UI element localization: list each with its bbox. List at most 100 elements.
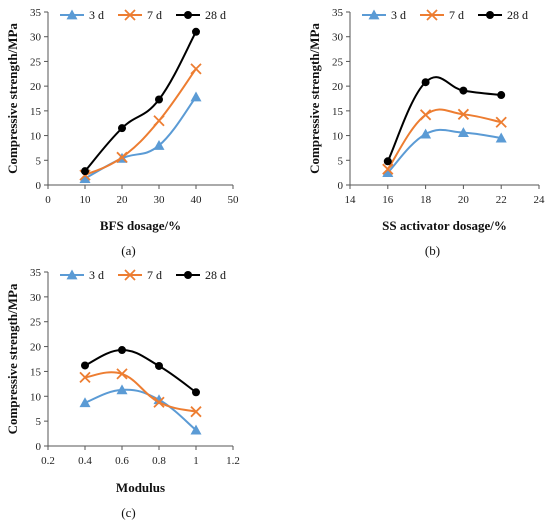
data-point [457, 108, 470, 120]
legend-label: 3 d [391, 8, 406, 22]
series-28d [383, 76, 506, 166]
chart-panel-1: 0 5 10 15 20 25 30 35 0 10 20 30 40 50 Compressive str… [5, 7, 239, 258]
y-tick-label: 10 [30, 131, 42, 143]
y-tick-label: 20 [332, 81, 344, 93]
legend-entry: 7 d [420, 8, 464, 22]
data-point [419, 109, 432, 121]
y-tick-label: 5 [338, 155, 344, 167]
data-point [192, 388, 200, 397]
x-axis-label: SS activator dosage/% [382, 218, 507, 233]
x-tick-label: 50 [228, 194, 240, 206]
y-tick-label: 35 [332, 7, 344, 19]
data-point [190, 91, 202, 102]
data-point [79, 397, 91, 408]
x-tick-label: 30 [154, 194, 166, 206]
data-point [79, 371, 91, 384]
legend-entry: 7 d [118, 268, 162, 282]
data-point [457, 127, 469, 138]
data-point [459, 86, 468, 95]
series-line [84, 68, 197, 177]
data-point [420, 128, 432, 139]
x-tick-label: 1.2 [226, 455, 240, 467]
y-axis-label: Compressive strength/MPa [5, 283, 20, 434]
legend-marker [184, 271, 192, 279]
y-tick-label: 15 [332, 106, 344, 118]
series-line [84, 96, 197, 180]
legend-label: 7 d [147, 268, 162, 282]
x-tick-label: 0 [45, 194, 51, 206]
data-point [382, 167, 394, 178]
y-tick-label: 5 [36, 155, 42, 167]
data-point [190, 63, 202, 75]
y-tick-label: 30 [30, 292, 42, 304]
y-tick-label: 5 [36, 416, 42, 428]
legend-entry: 3 d [60, 8, 104, 22]
y-axis-label: Compressive strength/MPa [307, 23, 322, 174]
y-tick-label: 0 [36, 441, 42, 453]
data-point [382, 163, 394, 175]
legend-entry: 28 d [176, 268, 226, 282]
chart-panel-2: 0 5 10 15 20 25 30 35 14 16 18 20 22 24 Compressive st… [307, 7, 545, 258]
x-tick-label: 16 [382, 194, 394, 206]
data-point [118, 346, 126, 355]
legend-marker [368, 9, 380, 20]
y-tick-label: 25 [332, 56, 344, 68]
legend-marker [184, 11, 192, 19]
x-tick-label: 0.2 [41, 455, 55, 467]
series-7d [79, 63, 202, 181]
series-line [84, 388, 197, 431]
x-tick-label: 0.8 [152, 455, 166, 467]
legend-marker [124, 269, 136, 281]
x-tick-label: 24 [534, 194, 546, 206]
x-tick-label: 1 [193, 455, 199, 467]
y-tick-label: 30 [30, 32, 42, 44]
x-tick-label: 14 [345, 194, 357, 206]
legend-label: 7 d [147, 8, 162, 22]
data-point [118, 124, 126, 133]
data-point [79, 173, 91, 183]
x-tick-label: 18 [420, 194, 432, 206]
y-tick-label: 10 [30, 391, 42, 403]
data-point [190, 424, 202, 435]
series-28d [81, 27, 200, 176]
x-axis-label: Modulus [116, 480, 165, 495]
data-point [192, 27, 200, 36]
y-tick-label: 35 [30, 267, 42, 279]
legend-label: 7 d [449, 8, 464, 22]
chart-panel-3: 0 5 10 15 20 25 30 35 0.2 0.4 0.6 0.8 1 1.2 Compressiv… [5, 267, 240, 520]
legend-marker [426, 9, 438, 21]
x-tick-label: 20 [117, 194, 129, 206]
series-line [84, 31, 197, 172]
x-tick-label: 40 [191, 194, 203, 206]
data-point [155, 95, 163, 104]
data-point [495, 116, 507, 128]
y-tick-label: 15 [30, 366, 42, 378]
x-tick-label: 0.6 [115, 455, 129, 467]
series-line [387, 128, 502, 174]
series-7d [382, 108, 507, 175]
data-point [383, 157, 392, 166]
data-point [81, 361, 89, 370]
x-tick-label: 22 [496, 194, 507, 206]
series-line [84, 349, 197, 394]
legend-entry: 28 d [478, 8, 528, 22]
series-7d [79, 368, 202, 418]
series-line [84, 371, 197, 413]
x-axis-label: BFS dosage/% [100, 218, 181, 233]
data-point [497, 91, 506, 100]
y-tick-label: 35 [30, 7, 42, 19]
data-point [153, 115, 165, 127]
data-point [116, 368, 128, 380]
legend-entry: 3 d [362, 8, 406, 22]
panel-label: (a) [121, 243, 135, 258]
series-line [386, 108, 502, 170]
data-point [153, 396, 165, 408]
y-tick-label: 30 [332, 32, 344, 44]
y-tick-label: 20 [30, 342, 42, 354]
legend-label: 3 d [89, 268, 104, 282]
series-line [386, 76, 502, 162]
series-3d [79, 384, 202, 435]
legend-entry: 3 d [60, 268, 104, 282]
legend-label: 28 d [205, 268, 226, 282]
